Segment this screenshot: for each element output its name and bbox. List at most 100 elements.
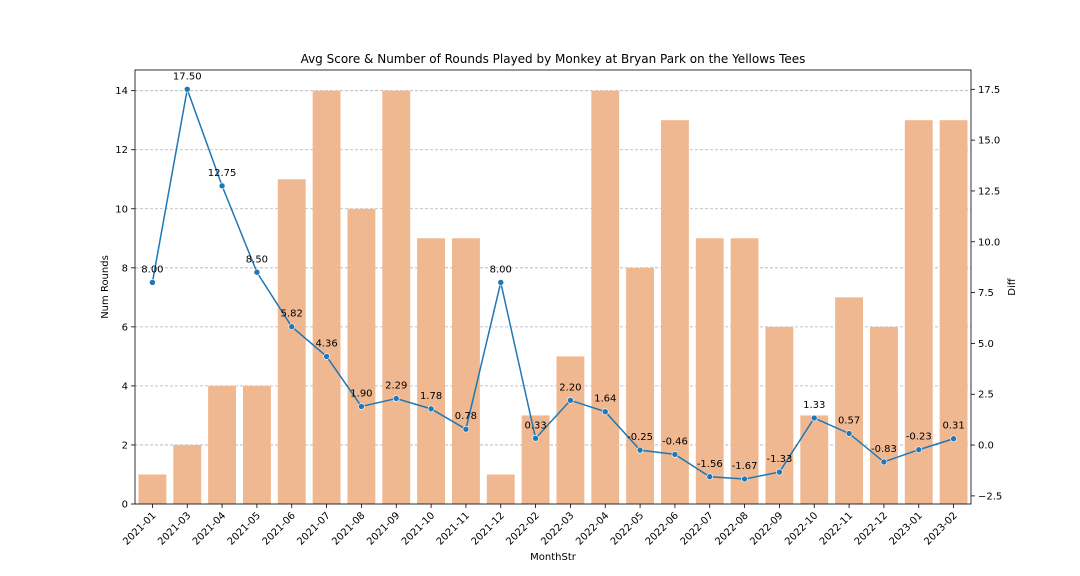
diff-point-2021-09 [392, 395, 400, 402]
bar-2023-02 [939, 120, 968, 504]
diff-data-label: 1.90 [350, 388, 372, 399]
y-tick-label-left: 4 [122, 381, 128, 392]
diff-data-label: -0.25 [627, 432, 653, 443]
diff-data-label: -0.46 [662, 436, 688, 447]
y-tick-label-left: 0 [122, 500, 128, 511]
x-tick-label: 2021-09 [365, 510, 402, 547]
x-tick-label: 2021-04 [191, 510, 228, 547]
diff-line [151, 86, 954, 480]
diff-point-2021-07 [323, 353, 330, 360]
diff-point-2022-07 [706, 473, 714, 481]
diff-point-2021-08 [358, 403, 365, 410]
bar-2021-04 [208, 385, 237, 504]
x-tick-label: 2022-11 [818, 510, 855, 547]
x-axis-title: MonthStr [530, 552, 577, 563]
x-tick-label: 2021-05 [226, 510, 263, 547]
diff-point-2022-03 [567, 397, 574, 404]
bar-2022-06 [660, 120, 689, 504]
bar-2023-01 [904, 120, 933, 504]
diff-data-label: 0.78 [455, 411, 477, 422]
diff-point-2022-12 [880, 458, 888, 466]
diff-data-label: 0.31 [942, 421, 964, 432]
diff-data-label: 0.33 [524, 420, 546, 431]
diff-data-label: 1.33 [803, 400, 825, 411]
x-tick-label: 2022-12 [853, 510, 890, 547]
x-tick-label: 2022-04 [574, 510, 611, 547]
diff-point-2022-11 [845, 430, 853, 437]
diff-point-2022-08 [741, 475, 748, 483]
y-tick-label-right: 17.5 [978, 85, 1000, 96]
y-axis-title-right: Diff [1007, 277, 1018, 295]
y-tick-label-right: 7.5 [978, 288, 994, 299]
bar-2022-08 [730, 238, 759, 505]
bar-2021-01 [138, 474, 167, 504]
diff-data-label: 8.50 [246, 254, 268, 265]
bar-2021-05 [242, 385, 271, 504]
diff-data-label: 8.00 [490, 264, 512, 275]
diff-data-label: -0.83 [871, 444, 897, 455]
diff-point-2021-11 [462, 425, 470, 433]
bar-2021-12 [486, 474, 515, 504]
diff-data-label: 17.50 [173, 71, 202, 82]
bar-2022-11 [835, 297, 864, 504]
diff-point-2022-02 [532, 435, 539, 442]
diff-point-2022-05 [636, 446, 644, 454]
diff-data-label: 8.00 [141, 264, 163, 275]
y-tick-label-right: −2.5 [978, 491, 1002, 502]
diff-data-label: 2.20 [559, 382, 581, 393]
y-tick-label-left: 10 [115, 204, 128, 215]
diff-line-series [149, 86, 957, 483]
diff-data-label: 1.78 [420, 391, 442, 402]
bar-2021-03 [173, 444, 202, 504]
chart-title: Avg Score & Number of Rounds Played by M… [301, 52, 806, 66]
x-tick-label: 2021-07 [295, 510, 332, 547]
bar-2022-12 [869, 326, 898, 504]
bar-2022-05 [626, 267, 655, 504]
x-tick-label: 2021-03 [156, 510, 193, 547]
x-tick-label: 2021-01 [121, 510, 158, 547]
x-tick-label: 2022-05 [609, 510, 646, 547]
diff-point-2021-10 [427, 405, 435, 413]
y-tick-label-right: 10.0 [978, 237, 1000, 248]
diff-point-2022-10 [810, 414, 818, 422]
diff-data-label: 0.57 [838, 415, 860, 426]
x-tick-label: 2021-10 [400, 510, 437, 547]
diff-data-label: 2.29 [385, 380, 407, 391]
bar-2022-02 [521, 415, 550, 504]
plot-frame [134, 69, 972, 505]
y-tick-label-right: 15.0 [978, 136, 1000, 147]
diff-data-label: -1.56 [697, 459, 723, 470]
diff-data-label: 4.36 [315, 338, 337, 349]
bar-2021-08 [347, 208, 376, 504]
diff-data-label: 5.82 [281, 309, 303, 320]
bar-2021-10 [417, 238, 446, 505]
y-tick-label-right: 12.5 [978, 186, 1000, 197]
bar-2022-04 [591, 90, 620, 505]
diff-data-label: 1.64 [594, 394, 616, 405]
bar-2022-10 [800, 415, 829, 504]
x-tick-label: 2022-09 [748, 510, 785, 547]
gridlines [135, 90, 971, 505]
diff-point-2021-05 [253, 268, 261, 276]
diff-point-2023-01 [915, 446, 923, 454]
diff-point-2022-06 [671, 451, 679, 458]
diff-point-2021-12 [497, 279, 505, 286]
diff-point-2022-04 [601, 408, 609, 416]
y-tick-label-left: 12 [115, 145, 128, 156]
y-tick-label-left: 8 [122, 263, 128, 274]
bar-2022-07 [695, 238, 724, 505]
x-tick-label: 2021-12 [470, 510, 507, 547]
x-tick-label: 2022-08 [713, 510, 750, 547]
y-tick-label-left: 14 [115, 86, 128, 97]
x-tick-label: 2022-06 [644, 510, 681, 547]
y-tick-label-left: 6 [122, 322, 128, 333]
y-tick-label-left: 2 [122, 440, 128, 451]
bar-2021-09 [382, 90, 411, 505]
x-tick-label: 2022-10 [783, 510, 820, 547]
bar-2021-06 [277, 179, 306, 504]
y-tick-label-right: 2.5 [978, 390, 994, 401]
diff-point-2023-02 [950, 435, 957, 443]
x-tick-label: 2022-02 [504, 510, 541, 547]
data-labels: 8.00 17.50 12.75 8.50 5.82 4.36 1.90 2.29 1.78 0.… [141, 71, 964, 472]
